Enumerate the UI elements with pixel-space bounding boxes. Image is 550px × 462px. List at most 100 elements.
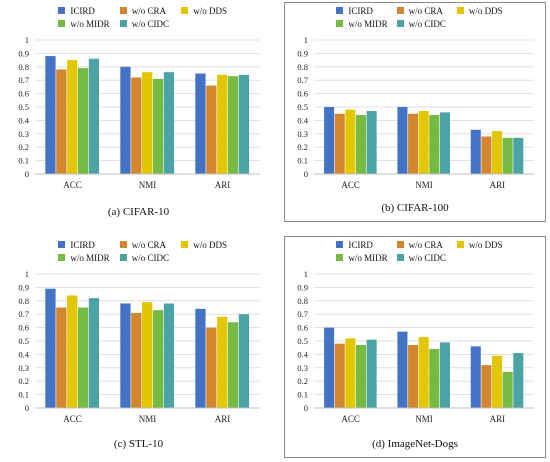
- bar-chart: 0 0.1 0.2 0.3 0.4 0.5 0.6 0.7 0.8 0.9 1 ACC NMI ARI: [297, 35, 534, 190]
- bar-ari-icird: [195, 73, 206, 174]
- legend-label: w/o MIDR: [348, 19, 388, 29]
- bar-nmi-w-o-cidc: [163, 72, 175, 174]
- y-tick-label: 0.8: [297, 62, 308, 72]
- y-tick-label: 0.4: [18, 349, 29, 359]
- y-tick-label: 0.1: [18, 390, 29, 400]
- bar-ari-w-o-midr: [227, 76, 239, 174]
- legend-swatch: [181, 241, 189, 248]
- legend-label: w/o MIDR: [348, 253, 388, 263]
- bar-chart: 0 0.1 0.2 0.3 0.4 0.5 0.6 0.7 0.8 0.9 1 ACC NMI ARI: [297, 269, 534, 424]
- legend-label: w/o DDS: [193, 240, 227, 250]
- bar-acc-w-o-midr: [77, 68, 89, 174]
- y-tick-label: 0.1: [297, 156, 308, 166]
- bar-nmi-w-o-cidc: [439, 342, 450, 408]
- bar-ari-w-o-midr: [502, 137, 513, 174]
- bar-acc-icird: [45, 288, 56, 408]
- bar-acc-w-o-dds: [67, 295, 78, 408]
- bar-ari-w-o-cidc: [238, 314, 250, 408]
- bar-nmi-icird: [397, 331, 408, 408]
- bar-ari-w-o-dds: [492, 355, 503, 408]
- chart-caption: (a) CIFAR-10: [107, 206, 170, 218]
- x-category-label: ARI: [215, 414, 231, 424]
- bar-ari-w-o-cra: [481, 365, 492, 408]
- x-category-label: ARI: [490, 180, 506, 190]
- bar-nmi-w-o-midr: [429, 349, 440, 408]
- legend-item-w-o-midr: w/o MIDR: [336, 19, 388, 29]
- x-category-label: ACC: [63, 414, 82, 424]
- x-category-label: ARI: [490, 414, 506, 424]
- legend-swatch: [336, 241, 344, 248]
- legend-label: ICIRD: [70, 240, 95, 250]
- bar-acc-w-o-cidc: [366, 111, 377, 174]
- legend-item-w-o-cra: w/o CRA: [119, 240, 166, 250]
- legend-item-w-o-midr: w/o MIDR: [58, 19, 110, 29]
- bar-nmi-w-o-midr: [152, 78, 164, 174]
- y-tick-label: 0.7: [297, 75, 308, 85]
- y-tick-label: 0.4: [18, 115, 29, 125]
- legend-label: w/o CIDC: [408, 253, 446, 263]
- x-category-label: NMI: [139, 180, 157, 190]
- legend-item-w-o-cidc: w/o CIDC: [396, 19, 446, 29]
- y-tick-label: 0.3: [18, 363, 29, 373]
- bar-nmi-w-o-dds: [142, 72, 153, 174]
- bar-ari-w-o-midr: [502, 371, 513, 408]
- legend-item-w-o-cidc: w/o CIDC: [119, 19, 169, 29]
- legend-label: w/o CRA: [408, 6, 443, 16]
- x-category-label: ACC: [341, 414, 360, 424]
- x-category-label: ACC: [63, 180, 82, 190]
- bar-nmi-w-o-cidc: [163, 303, 175, 408]
- bar-ari-icird: [470, 129, 481, 174]
- chart-frame: [284, 2, 546, 222]
- bar-ari-w-o-dds: [217, 74, 228, 174]
- y-tick-label: 0.2: [18, 142, 29, 152]
- legend-swatch: [119, 241, 127, 248]
- y-tick-label: 0.2: [297, 376, 308, 386]
- y-tick-label: 0.8: [297, 296, 308, 306]
- chart-legend: ICIRD w/o CRA w/o DDS w/o MIDR w/o CIDC: [5, 6, 272, 36]
- legend-swatch: [336, 20, 344, 27]
- legend-swatch: [119, 254, 127, 261]
- legend-label: ICIRD: [348, 240, 373, 250]
- legend-label: w/o CRA: [408, 240, 443, 250]
- bar-acc-w-o-cra: [56, 307, 67, 408]
- legend-item-icird: ICIRD: [336, 6, 373, 16]
- legend-item-w-o-midr: w/o MIDR: [58, 253, 110, 263]
- chart-panel-cifar100: ICIRD w/o CRA w/o DDS w/o MIDR w/o CIDC 0 0.1…: [284, 2, 546, 222]
- legend-swatch: [58, 254, 66, 261]
- bar-nmi-w-o-dds: [142, 302, 153, 408]
- y-tick-label: 0.5: [18, 336, 29, 346]
- bar-nmi-w-o-cra: [131, 77, 142, 174]
- bar-acc-w-o-midr: [355, 115, 367, 174]
- bar-ari-icird: [470, 346, 481, 408]
- y-tick-label: 0.7: [297, 309, 308, 319]
- legend-label: w/o MIDR: [70, 253, 110, 263]
- legend-swatch: [456, 241, 464, 248]
- legend-swatch: [119, 7, 127, 14]
- bar-nmi-w-o-dds: [418, 336, 429, 408]
- bar-acc-w-o-cidc: [366, 339, 377, 408]
- y-tick-label: 0.1: [297, 390, 308, 400]
- x-category-label: ARI: [215, 180, 231, 190]
- chart-legend: ICIRD w/o CRA w/o DDS w/o MIDR w/o CIDC: [284, 6, 546, 36]
- bar-ari-w-o-midr: [227, 322, 239, 408]
- legend-swatch: [58, 7, 66, 14]
- bar-acc-w-o-midr: [77, 307, 89, 408]
- legend-swatch: [58, 241, 66, 248]
- legend-label: w/o DDS: [468, 240, 503, 250]
- legend-swatch: [181, 7, 189, 14]
- bar-nmi-w-o-cra: [131, 312, 142, 408]
- y-tick-label: 0.6: [18, 89, 29, 99]
- legend-item-w-o-dds: w/o DDS: [456, 6, 503, 16]
- legend-swatch: [396, 241, 404, 248]
- y-tick-label: 1: [304, 35, 308, 45]
- chart-caption: (d) ImageNet-Dogs: [372, 438, 458, 450]
- bar-chart: 0 0.1 0.2 0.3 0.4 0.5 0.6 0.7 0.8 0.9 1 ACC NMI ARI: [18, 35, 260, 190]
- y-tick-label: 0: [304, 403, 308, 413]
- chart-legend: ICIRD w/o CRA w/o DDS w/o MIDR w/o CIDC: [5, 240, 272, 270]
- y-tick-label: 1: [304, 269, 308, 279]
- y-tick-label: 1: [25, 35, 29, 45]
- bar-nmi-w-o-midr: [429, 115, 440, 174]
- legend-item-icird: ICIRD: [58, 6, 95, 16]
- y-tick-label: 0: [304, 169, 308, 179]
- y-tick-label: 0.3: [297, 129, 308, 139]
